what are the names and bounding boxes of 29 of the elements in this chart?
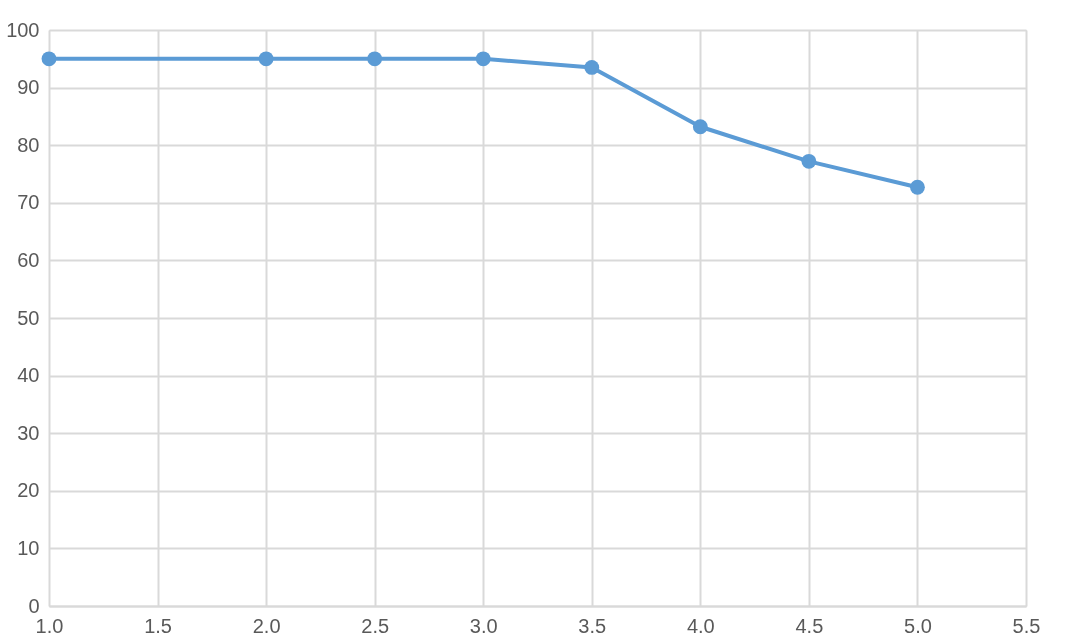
x-tick-label: 3.5 <box>578 614 607 637</box>
y-tick-label: 10 <box>17 536 40 559</box>
point <box>367 51 383 67</box>
x-tick-label: 5.0 <box>904 614 932 637</box>
point <box>475 51 491 67</box>
y-tick-label: 90 <box>17 76 40 99</box>
y-tick-label: 30 <box>17 421 40 444</box>
x-tick-label: 4.0 <box>686 614 715 637</box>
point <box>910 179 925 195</box>
x-tick-label: 2.5 <box>361 614 390 637</box>
y-tick-label: 100 <box>6 18 40 41</box>
point <box>801 153 817 169</box>
x-tick-label: 4.5 <box>795 614 824 637</box>
y-tick-label: 80 <box>17 133 40 156</box>
y-tick-label: 70 <box>17 191 40 214</box>
x-tick-label: 3.0 <box>469 614 498 637</box>
y-tick-label: 60 <box>17 248 40 271</box>
y-tick-label: 40 <box>17 364 40 387</box>
y-tick-label: 0 <box>28 594 40 617</box>
x-tick-label: 1.0 <box>35 614 64 637</box>
point <box>692 119 708 135</box>
x-tick-label: 2.0 <box>252 614 281 637</box>
y-tick-label: 20 <box>17 479 40 502</box>
point <box>41 51 57 67</box>
x-tick-label: 5.5 <box>1012 614 1041 637</box>
point <box>258 51 274 67</box>
y-tick-label: 50 <box>17 306 40 329</box>
x-tick-label: 1.5 <box>144 614 172 637</box>
point <box>584 60 600 75</box>
